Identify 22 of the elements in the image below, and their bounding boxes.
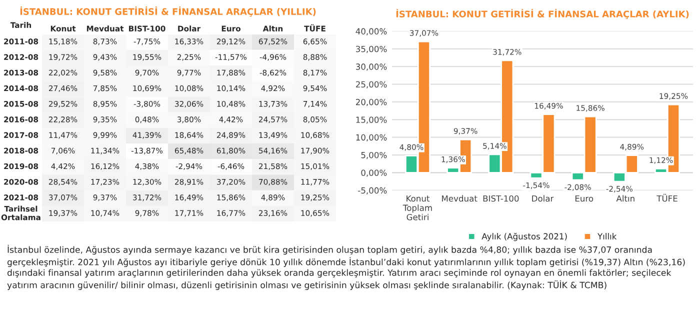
x-tick-label: Konut Toplam Getiri (402, 195, 432, 220)
y-tick-label: 20,00% (356, 98, 387, 106)
y-tick-label: 0,00% (361, 170, 387, 177)
legend-label: Aylık (Ağustos 2021) (482, 232, 567, 242)
x-tick-label: BIST-100 (483, 195, 519, 202)
y-tick-label: 35,00% (356, 46, 387, 54)
y-tick-label: 40,00% (356, 28, 387, 36)
y-tick-label: 25,00% (356, 81, 387, 88)
y-tick-label: 15,00% (356, 116, 387, 124)
x-tick-label: Altın (616, 195, 634, 202)
y-tick-label: 30,00% (356, 64, 387, 71)
y-tick-label: -5,00% (358, 187, 387, 194)
text: İstanbul özelinde, Ağustos ayında sermaye kazancı ve brüt kira getirisinden oluşan toplam getiri, aylık bazda %4,80; yıllık bazda ise %37,07 oranında gerçekleşmiştir. 2021 yılı Ağustos ayı itibariyle geriye dönük 10 yıllık dönemde İstanbul’daki konut yatırımlarının yıllık toplam getirisi (%19,37) Altın (%23,16) dışındaki finansal yatırım araçlarının getirilerinden daha yüksek oranda gerçekleşmiştir. Yatırım aracı seçiminde rol oynayan en önemli faktörler; seçilecek yatırım aracının güvenilir/ bilinir olması, düzenli getirisinin olması ve getirisinin yüksek olması şeklinde sıralanabilir. (Kaynak: TÜİK & TCMB) (7, 244, 685, 290)
legend-label: Yıllık (597, 233, 617, 240)
x-tick-label: TÜFE (656, 194, 678, 202)
x-tick-label: Euro (575, 195, 594, 202)
y-tick-label: 10,00% (356, 134, 387, 142)
chart-title: İSTANBUL: KONUT GETİRİSİ & FİNANSAL ARAÇLAR (YILLIK) (20, 6, 316, 17)
chart-title: İSTANBUL: KONUT GETİRİSİ & FİNANSAL ARAÇLAR (AYLIK) (396, 8, 689, 20)
x-tick-label: Dolar (532, 195, 554, 202)
y-tick-label: 5,00% (361, 152, 387, 160)
x-tick-label: Mevduat (442, 195, 478, 202)
